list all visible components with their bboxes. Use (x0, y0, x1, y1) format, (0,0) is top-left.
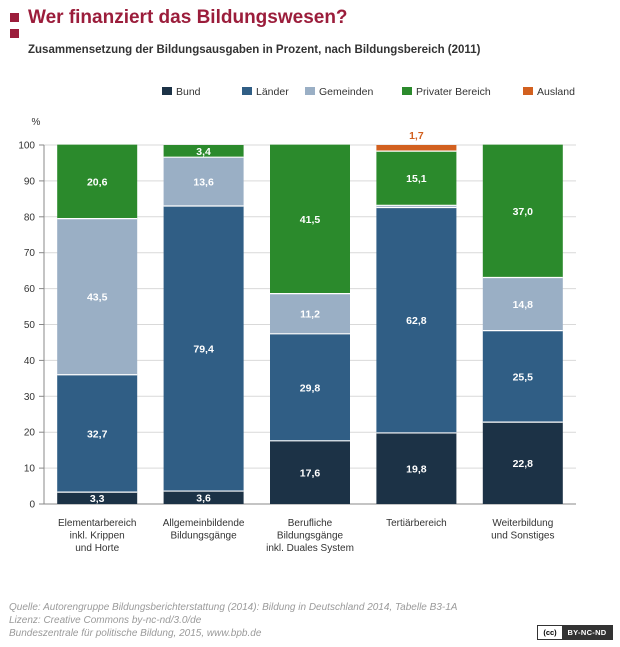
legend-label: Gemeinden (319, 86, 373, 98)
bar-segment (482, 277, 563, 331)
cc-license-badge[interactable]: (cc) BY-NC-ND (537, 625, 613, 640)
bar-segment (270, 144, 350, 294)
bar-segment (270, 333, 350, 441)
license-note: Lizenz: Creative Commons by-nc-nd/3.0/de (9, 615, 202, 626)
bar-value-label: 22,8 (513, 458, 534, 470)
bar-segment (376, 151, 457, 206)
y-tick-label: 50 (24, 320, 36, 331)
y-tick-label: 20 (24, 428, 36, 439)
bar-value-label: 32,7 (87, 428, 108, 440)
bar-segment (57, 374, 138, 493)
legend-label: Länder (256, 86, 289, 98)
source-note: Quelle: Autorengruppe Bildungsberichters… (9, 602, 458, 613)
bar-value-label: 62,8 (406, 315, 427, 327)
y-tick-label: 10 (24, 464, 36, 475)
bar-value-label: 3,6 (196, 493, 211, 505)
bar-segment (270, 293, 350, 334)
y-tick-label: 30 (24, 392, 36, 403)
bar-value-label: 17,6 (300, 467, 321, 479)
cc-icon: (cc) (543, 628, 557, 637)
bar-segment (482, 330, 563, 423)
y-tick-label: 0 (29, 500, 35, 511)
x-category-label: Bildungsgänge (171, 531, 238, 542)
bar-value-label: 20,6 (87, 177, 108, 189)
bar-value-label: 13,6 (193, 177, 214, 189)
y-tick-label: 70 (24, 248, 36, 259)
y-tick-label: 90 (24, 176, 36, 187)
x-category-label: Elementarbereich (58, 518, 136, 529)
bar-value-label: 29,8 (300, 382, 321, 394)
x-category-label: Tertiärbereich (386, 518, 447, 529)
legend-swatch (523, 87, 533, 95)
bar-value-label: 41,5 (300, 214, 321, 226)
legend-swatch (242, 87, 252, 95)
bar-segment (163, 145, 244, 158)
stacked-bar-chart: % 0 10 20 30 40 50 60 70 80 90 100 Bund Länder Gemeind… (18, 86, 576, 554)
x-category-label: Berufliche (288, 518, 333, 529)
x-category-label: inkl. Krippen (70, 531, 125, 542)
bar-segment (270, 440, 350, 504)
bar-value-label: 37,0 (513, 206, 534, 218)
bar-segment (57, 144, 138, 219)
bar-value-label: 3,3 (90, 493, 105, 505)
x-category-label: und Horte (75, 543, 119, 554)
legend-label: Ausland (537, 86, 575, 98)
y-tick-label: 100 (18, 141, 35, 152)
bar-value-label: 19,8 (406, 463, 427, 475)
chart-subtitle: Zusammensetzung der Bildungsausgaben in … (28, 44, 481, 56)
bar-segment (376, 205, 457, 208)
bar-value-label: 15,1 (406, 173, 427, 185)
page-title: Wer finanziert das Bildungswesen? (28, 7, 348, 28)
legend-label: Privater Bereich (416, 86, 491, 98)
bar-value-label: 25,5 (513, 371, 534, 383)
legend-label: Bund (176, 86, 201, 98)
bar-value-label: 1,7 (409, 130, 424, 142)
bar-segment (163, 206, 244, 492)
x-category-label: und Sonstiges (491, 531, 554, 542)
bar-segment (57, 218, 138, 375)
legend-swatch (402, 87, 412, 95)
cc-license-label: BY-NC-ND (562, 626, 612, 639)
header-square-icon (10, 13, 19, 22)
y-tick-label: 80 (24, 212, 36, 223)
header-square-icon (10, 29, 19, 38)
bar-segment (163, 157, 244, 207)
x-category-label: Allgemeinbildende (163, 518, 245, 529)
y-tick-label: 40 (24, 356, 36, 367)
x-category-label: Bildungsgänge (277, 531, 344, 542)
bar-segment (482, 144, 563, 278)
bar-segment (57, 492, 138, 504)
bar-value-label: 14,8 (513, 299, 534, 311)
bar-segment (163, 491, 244, 504)
publisher-note: Bundeszentrale für politische Bildung, 2… (9, 628, 262, 639)
legend-swatch (305, 87, 315, 95)
bar-value-label: 43,5 (87, 292, 108, 304)
legend-swatch (162, 87, 172, 95)
bar-segment (376, 145, 457, 152)
y-tick-label: 60 (24, 284, 36, 295)
bar-value-label: 3,4 (196, 146, 211, 158)
bar-segment (482, 422, 563, 504)
bar-value-label: 79,4 (193, 344, 214, 356)
bar-segment (376, 207, 457, 433)
footer: Quelle: Autorengruppe Bildungsberichters… (9, 601, 457, 640)
x-category-label: Weiterbildung (492, 518, 553, 529)
y-axis-unit-label: % (32, 117, 41, 128)
bar-segment (376, 432, 457, 504)
bar-value-label: 11,2 (300, 309, 320, 321)
x-category-label: inkl. Duales System (266, 543, 354, 554)
